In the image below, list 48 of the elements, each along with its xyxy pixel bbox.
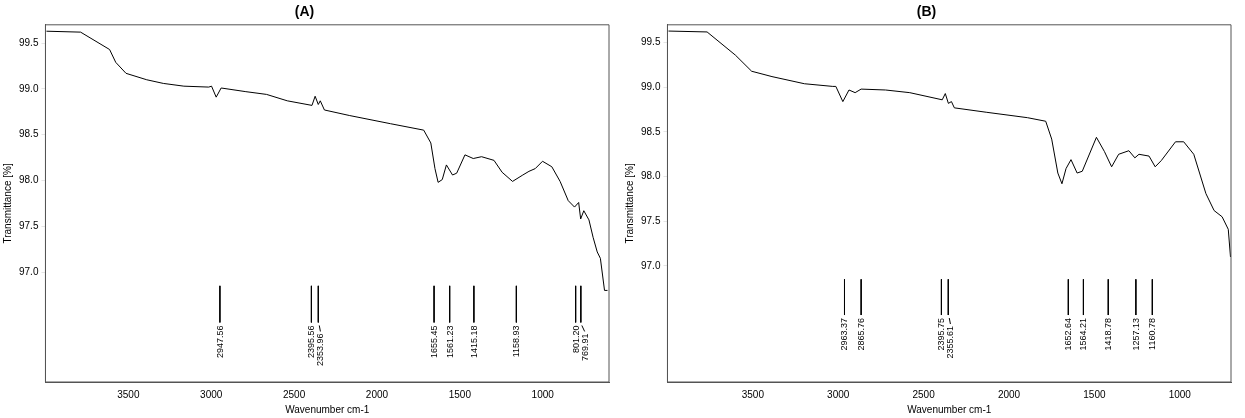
x-tick-label: 2000	[997, 388, 1021, 400]
annotation: 1160.78	[1147, 318, 1158, 350]
y-tick-label: 98.5	[18, 128, 39, 140]
y-tick-label: 98.0	[18, 174, 39, 186]
y-axis-title: Transmittance [%]	[1, 163, 13, 244]
x-tick-label: 2500	[282, 388, 306, 400]
y-axis-title: Transmittance [%]	[623, 163, 635, 244]
x-tick-label: 3500	[117, 388, 140, 400]
annotation: 2963.37	[839, 318, 850, 351]
annotation: 2947.56	[214, 325, 225, 359]
annotation: 2865.76	[856, 318, 867, 351]
annotation: 1418.78	[1103, 318, 1114, 351]
x-tick-label: 3500	[741, 388, 765, 400]
y-tick-label: 97.5	[18, 220, 39, 232]
x-tick-label: 1000	[531, 388, 555, 400]
y-tick-label: 99.0	[18, 82, 39, 94]
x-axis-title: Wavenumber cm-1	[907, 403, 992, 415]
annotation: 2395.56	[306, 325, 317, 359]
x-tick-label: 2500	[912, 388, 936, 400]
x-tick-label: 3000	[200, 388, 223, 400]
x-axis-title: Wavenumber cm-1	[285, 403, 370, 415]
y-tick-label: 97.0	[18, 265, 39, 277]
annotation: 769.91	[579, 333, 590, 361]
y-tick-label: 98.0	[640, 170, 661, 182]
x-tick-label: 1500	[1083, 388, 1106, 400]
chart-title: (B)	[916, 3, 937, 20]
annotation: 2395.75	[936, 318, 947, 351]
annotation: 2353.96	[315, 333, 326, 367]
y-tick-label: 97.0	[640, 259, 661, 271]
x-tick-label: 3000	[827, 388, 850, 400]
annotation: 801.20	[570, 325, 581, 353]
annotation: 1561.23	[444, 325, 455, 359]
annotation: 2355.61	[945, 326, 956, 359]
x-tick-label: 1000	[1168, 388, 1192, 400]
annotation: 1415.18	[468, 325, 479, 359]
y-tick-label: 99.5	[640, 36, 661, 48]
annotation: 1257.13	[1130, 318, 1141, 351]
y-tick-label: 97.5	[640, 215, 661, 227]
y-tick-label: 99.0	[640, 81, 661, 93]
x-tick-label: 1500	[448, 388, 472, 400]
annotation: 1655.45	[429, 325, 440, 359]
chart-title: (A)	[294, 3, 315, 20]
y-tick-label: 98.5	[640, 125, 661, 137]
x-tick-label: 2000	[365, 388, 389, 400]
annotation: 1564.21	[1078, 318, 1089, 351]
annotation: 1158.93	[511, 325, 522, 358]
y-tick-label: 99.5	[18, 36, 39, 48]
annotation: 1652.64	[1063, 318, 1074, 351]
